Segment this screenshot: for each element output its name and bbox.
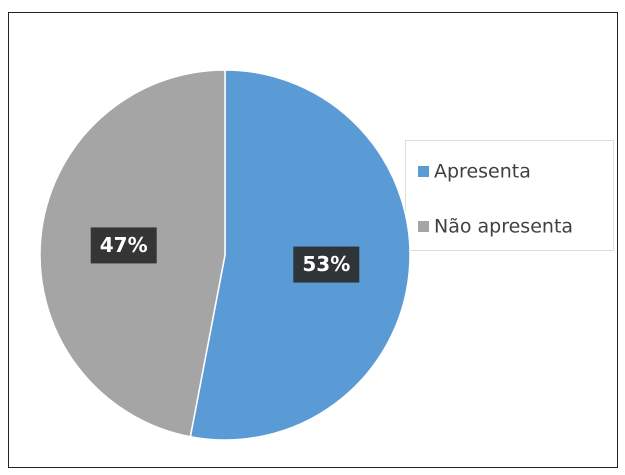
legend-swatch [418,166,429,177]
value-label-box [293,246,360,283]
legend-text: Apresenta [434,161,531,183]
value-label: 53% [302,252,350,276]
legend-box [405,140,614,251]
legend-text: Não apresenta [434,216,573,238]
value-label-box [90,227,157,264]
legend-swatch [418,221,429,232]
value-label: 47% [100,233,148,257]
